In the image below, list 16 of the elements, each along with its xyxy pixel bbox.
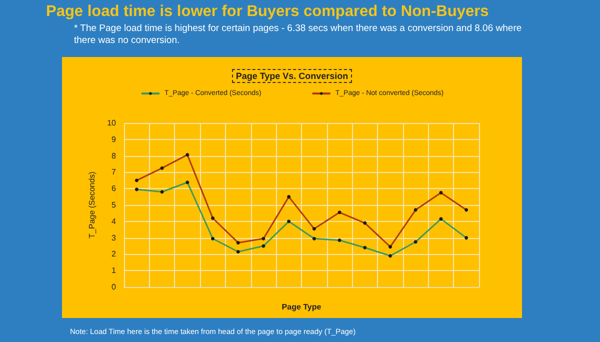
text: Page Type Vs. Conversion [232,69,352,83]
y-tick-label: 2 [112,250,117,259]
y-tick-label: 10 [107,118,117,128]
y-tick-label: 8 [112,151,117,160]
y-tick-label: 4 [112,216,117,226]
y-tick-label: 3 [112,233,117,242]
y-axis-title: T_Page (Seconds) [88,171,97,238]
y-tick-label: 0 [112,282,117,292]
y-tick-label: 9 [112,134,117,144]
y-tick-label: 1 [112,266,117,276]
y-tick-label: 7 [112,168,117,177]
chart-title: Page load time is lower for Buyers compared to Non-Buyers [46,3,489,21]
chart-subtitle: * The Page load time is highest for certain pages - 6.38 secs when there was a conversion and 8.06 where there was no conversion. [74,23,523,47]
y-tick-label: 5 [112,200,117,210]
x-axis-title: Page Type [282,302,322,312]
y-tick-label: 6 [112,184,117,194]
